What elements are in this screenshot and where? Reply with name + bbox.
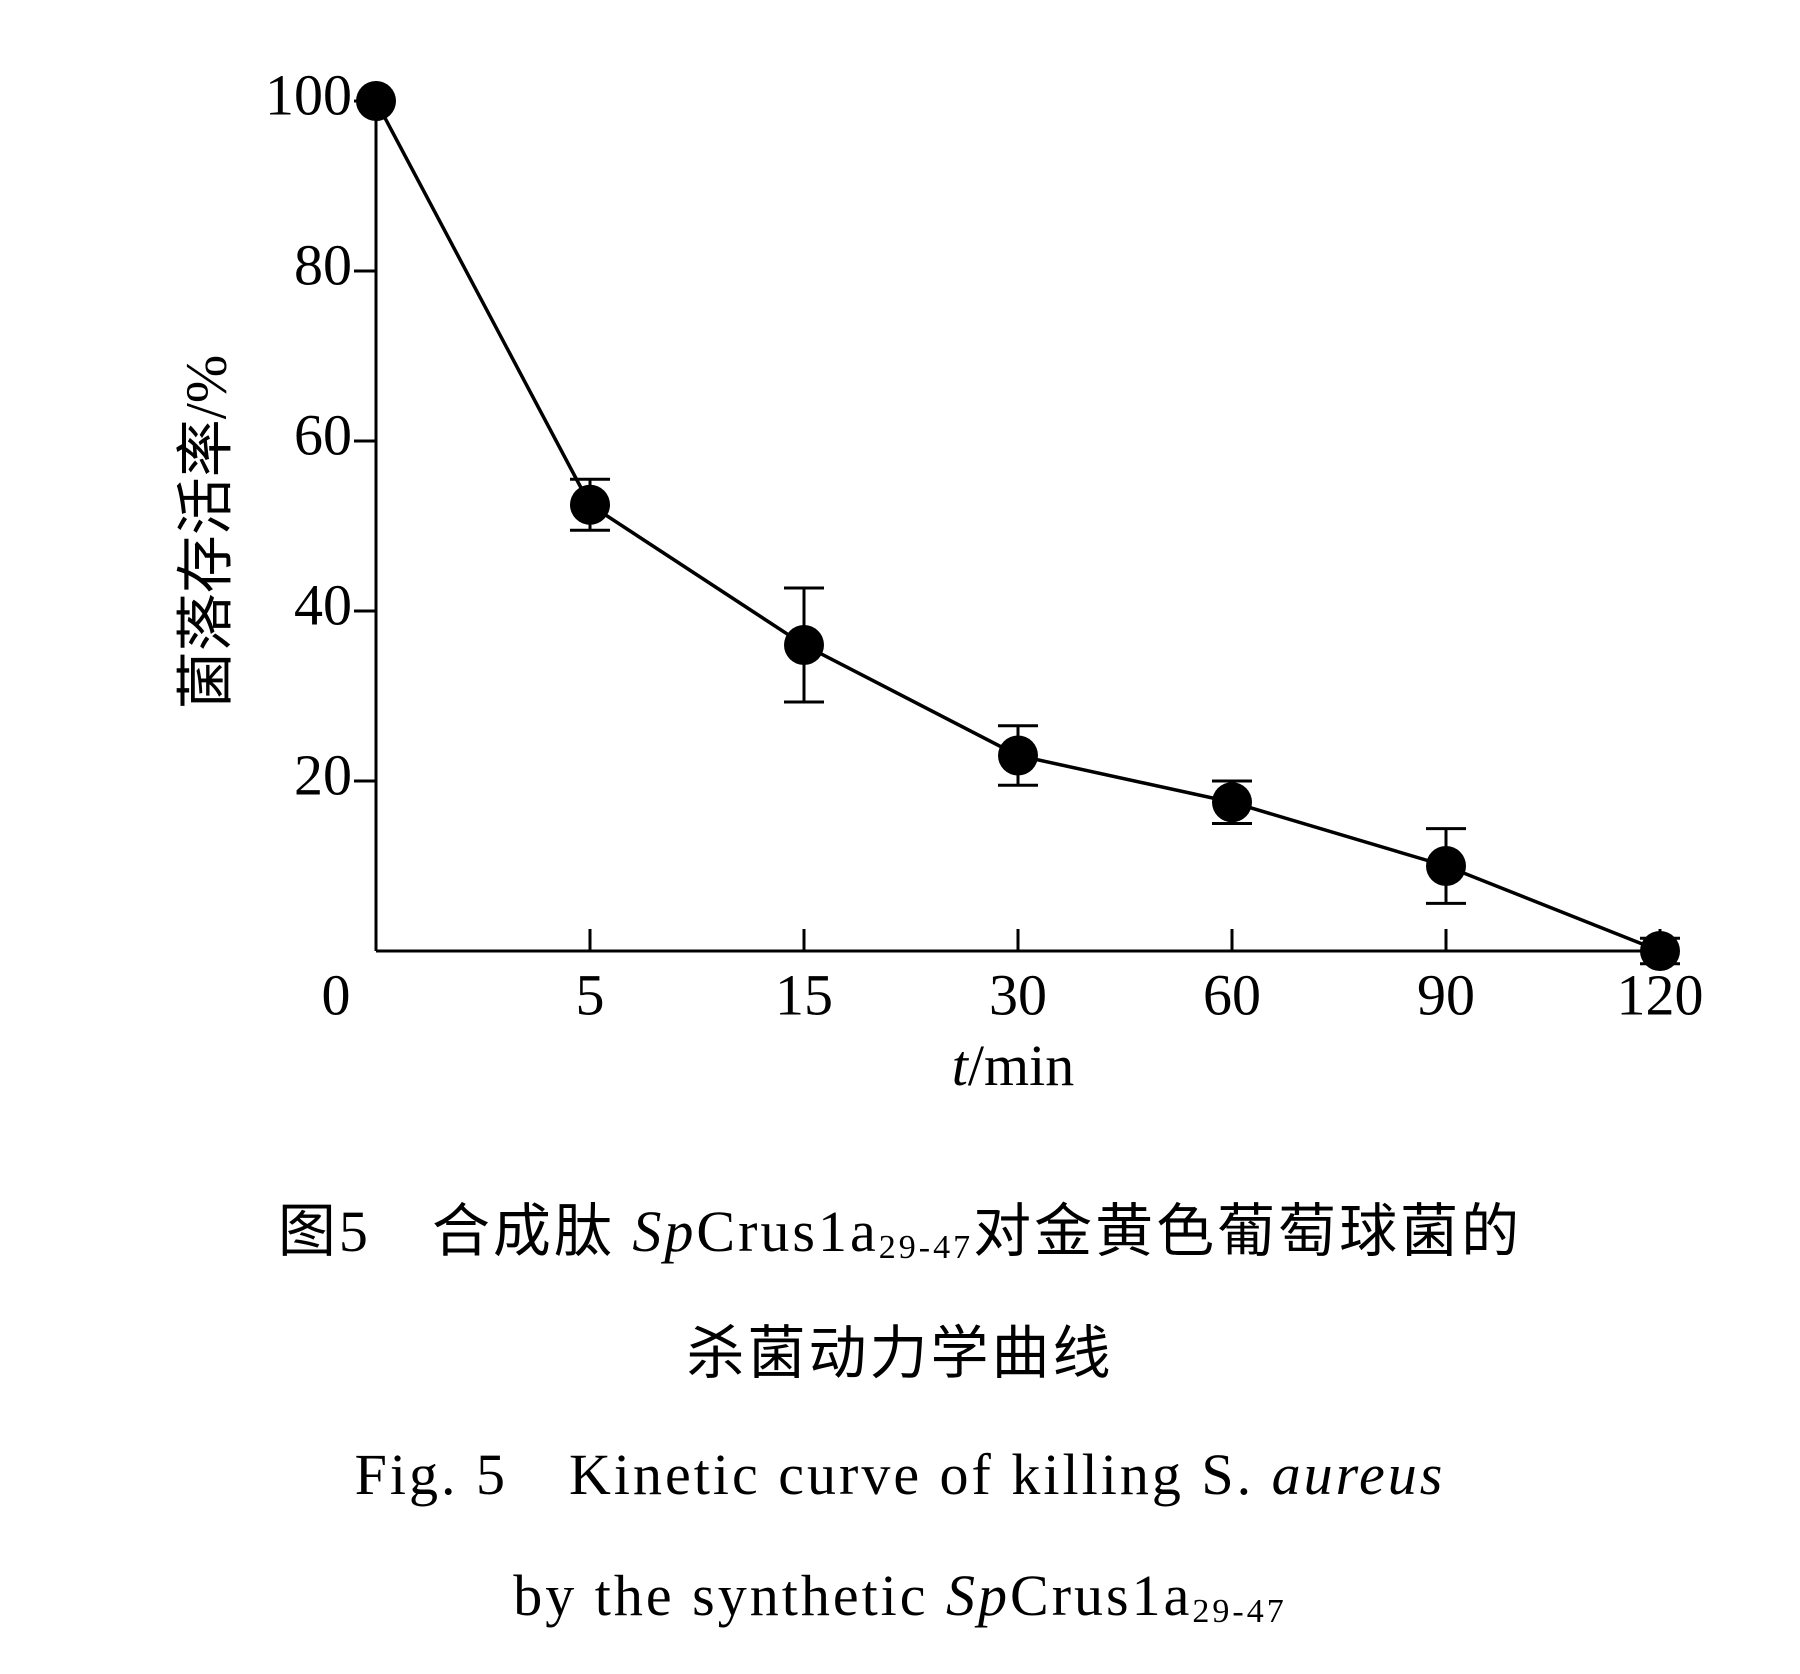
x-tick-label: 15 — [775, 962, 833, 1027]
caption-part: 29-47 — [1192, 1593, 1286, 1630]
caption-part: 29-47 — [879, 1229, 973, 1266]
y-tick-label: 40 — [294, 572, 352, 637]
data-point — [784, 625, 824, 665]
caption-part: Sp — [632, 1199, 696, 1264]
x-tick-label: 0 — [322, 962, 351, 1027]
caption-part: Crus1a — [1010, 1563, 1192, 1628]
data-line — [374, 100, 1661, 953]
caption-part: aureus — [1272, 1442, 1446, 1507]
caption-line: by the synthetic SpCrus1a29-47 — [513, 1563, 1286, 1629]
data-point — [998, 735, 1038, 776]
data-point — [356, 81, 396, 121]
caption-line: 图5 合成肽 SpCrus1a29-47对金黄色葡萄球菌的 — [278, 1199, 1522, 1265]
y-axis-label: 菌落存活率/% — [173, 355, 238, 709]
caption-part: Sp — [946, 1563, 1010, 1628]
data-point — [1640, 931, 1680, 971]
x-label-var: t — [952, 1033, 970, 1098]
caption-part: 图5 合成肽 — [278, 1199, 633, 1264]
y-tick-label: 80 — [294, 232, 352, 297]
caption-line: 杀菌动力学曲线 — [686, 1321, 1113, 1386]
caption-part: 杀菌动力学曲线 — [686, 1321, 1113, 1386]
caption-part: Crus1a — [696, 1199, 878, 1264]
caption-part: Fig. 5 Kinetic curve of killing S. — [355, 1442, 1272, 1507]
x-tick-label: 60 — [1203, 962, 1261, 1027]
data-point — [570, 484, 610, 525]
caption-part: by the synthetic — [513, 1563, 946, 1628]
x-tick-label: 90 — [1417, 962, 1475, 1027]
data-point — [1426, 846, 1466, 886]
caption-part: 对金黄色葡萄球菌的 — [973, 1199, 1522, 1264]
x-label-unit: /min — [968, 1033, 1074, 1098]
x-axis-label: t/min — [952, 1033, 1074, 1098]
data-point — [1212, 782, 1252, 823]
x-tick-label: 120 — [1617, 962, 1704, 1027]
x-tick-label: 30 — [989, 962, 1047, 1027]
y-tick-label: 60 — [294, 402, 352, 467]
caption-line: Fig. 5 Kinetic curve of killing S. aureu… — [355, 1442, 1446, 1507]
x-tick-label: 5 — [576, 962, 605, 1027]
y-tick-label: 20 — [294, 742, 352, 807]
y-tick-label: 100 — [265, 62, 352, 127]
